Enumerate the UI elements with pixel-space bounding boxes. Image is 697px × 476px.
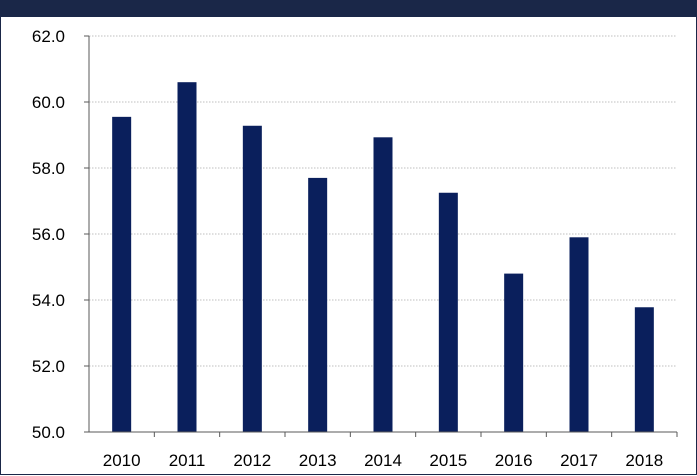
bar-2018 xyxy=(634,307,654,432)
x-tick-label: 2010 xyxy=(103,451,141,470)
bar-2014 xyxy=(373,137,393,432)
x-tick-label: 2017 xyxy=(560,451,598,470)
y-tick-label: 62.0 xyxy=(32,27,65,46)
y-tick-label: 54.0 xyxy=(32,291,65,310)
x-tick-label: 2018 xyxy=(625,451,663,470)
bar-2010 xyxy=(112,116,132,432)
bars xyxy=(112,82,654,432)
y-tick-label: 56.0 xyxy=(32,225,65,244)
x-tick-label: 2012 xyxy=(233,451,271,470)
bar-2011 xyxy=(177,82,197,432)
y-tick-label: 50.0 xyxy=(32,423,65,442)
tick-labels: 50.0 52.0 54.0 56.0 58.0 60.0 62.0 2010 2011 2012… xyxy=(32,27,663,470)
bar-2013 xyxy=(308,177,328,432)
bar-2015 xyxy=(438,192,458,432)
header-bar xyxy=(0,0,697,17)
axes xyxy=(84,35,678,437)
y-tick-label: 60.0 xyxy=(32,93,65,112)
x-tick-label: 2016 xyxy=(495,451,533,470)
x-tick-label: 2013 xyxy=(299,451,337,470)
y-tick-label: 52.0 xyxy=(32,357,65,376)
y-tick-label: 58.0 xyxy=(32,159,65,178)
x-tick-label: 2014 xyxy=(364,451,402,470)
bar-2017 xyxy=(569,237,589,432)
bar-2016 xyxy=(504,273,524,432)
bar-2012 xyxy=(242,125,262,432)
x-tick-label: 2011 xyxy=(169,451,206,470)
x-tick-label: 2015 xyxy=(429,451,467,470)
